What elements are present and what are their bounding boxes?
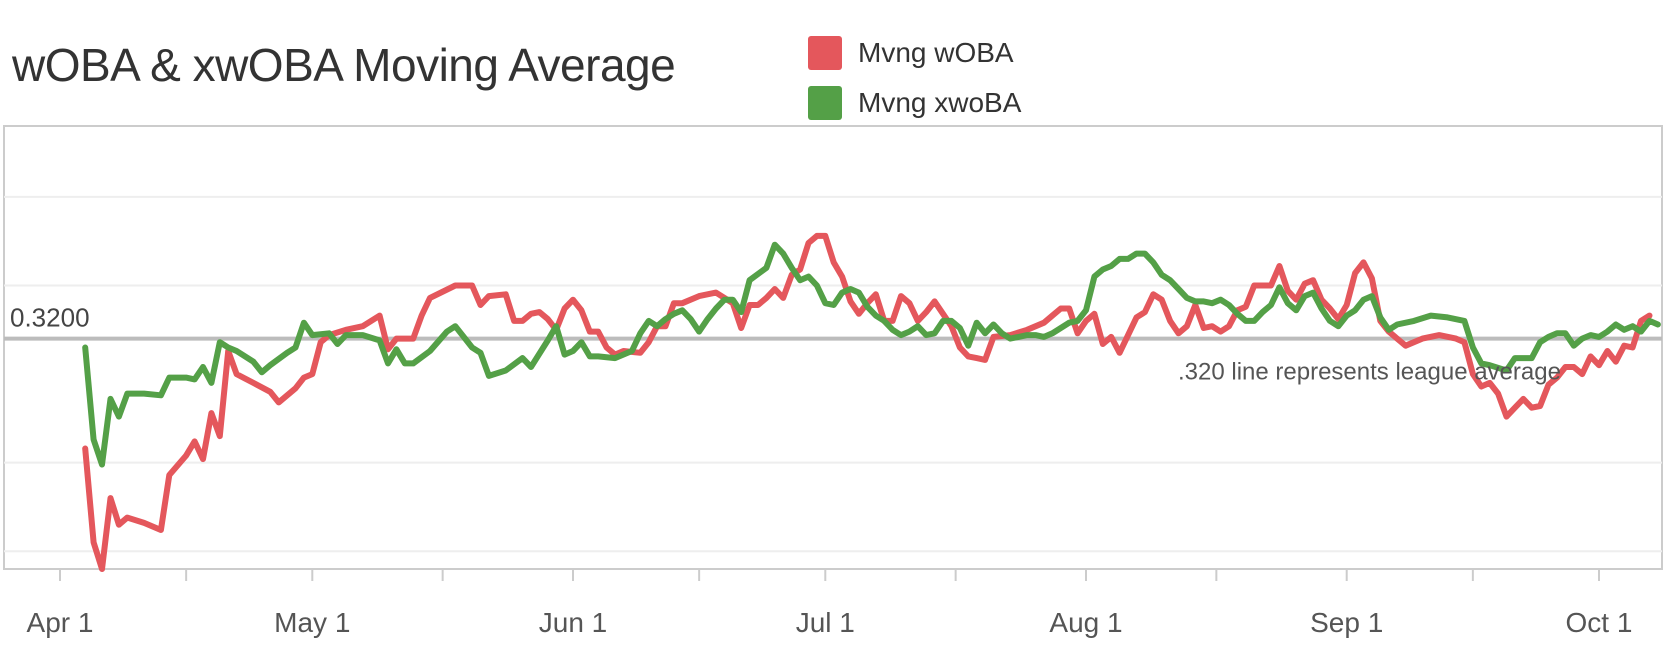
x-tick-label: Oct 1 [1566, 607, 1633, 638]
x-tick-label: Jul 1 [796, 607, 855, 638]
x-tick-label: Aug 1 [1049, 607, 1122, 638]
series-line-woba[interactable] [82, 232, 1653, 572]
legend-item-xwoba[interactable]: Mvng xwoBA [808, 78, 1021, 128]
chart-title: wOBA & xwOBA Moving Average [12, 39, 676, 91]
x-tick-label: May 1 [274, 607, 350, 638]
reference-annotation: .320 line represents league average [1178, 359, 1561, 386]
x-axis: Apr 1 May 1 Jun 1 Jul 1 Aug 1 Sep 1 Oct 1 [27, 569, 1633, 638]
reference-line-label: 0.3200 [10, 303, 90, 333]
reference-line-group: 0.3200 [4, 303, 1662, 341]
legend-swatch-xwoba [808, 86, 842, 120]
gridlines [4, 195, 1662, 553]
legend: Mvng wOBA Mvng xwoBA [808, 28, 1021, 128]
legend-swatch-woba [808, 36, 842, 70]
legend-item-woba[interactable]: Mvng wOBA [808, 28, 1021, 78]
x-tick-label: Jun 1 [539, 607, 608, 638]
legend-label-xwoba: Mvng xwoBA [858, 87, 1022, 118]
plot-frame [3, 125, 1663, 570]
legend-label-woba: Mvng wOBA [858, 37, 1014, 68]
x-tick-label: Apr 1 [27, 607, 94, 638]
series-lines: .320 line represents league average [82, 232, 1661, 572]
x-tick-label: Sep 1 [1310, 607, 1383, 638]
series-line-xwoba[interactable] [82, 241, 1661, 468]
